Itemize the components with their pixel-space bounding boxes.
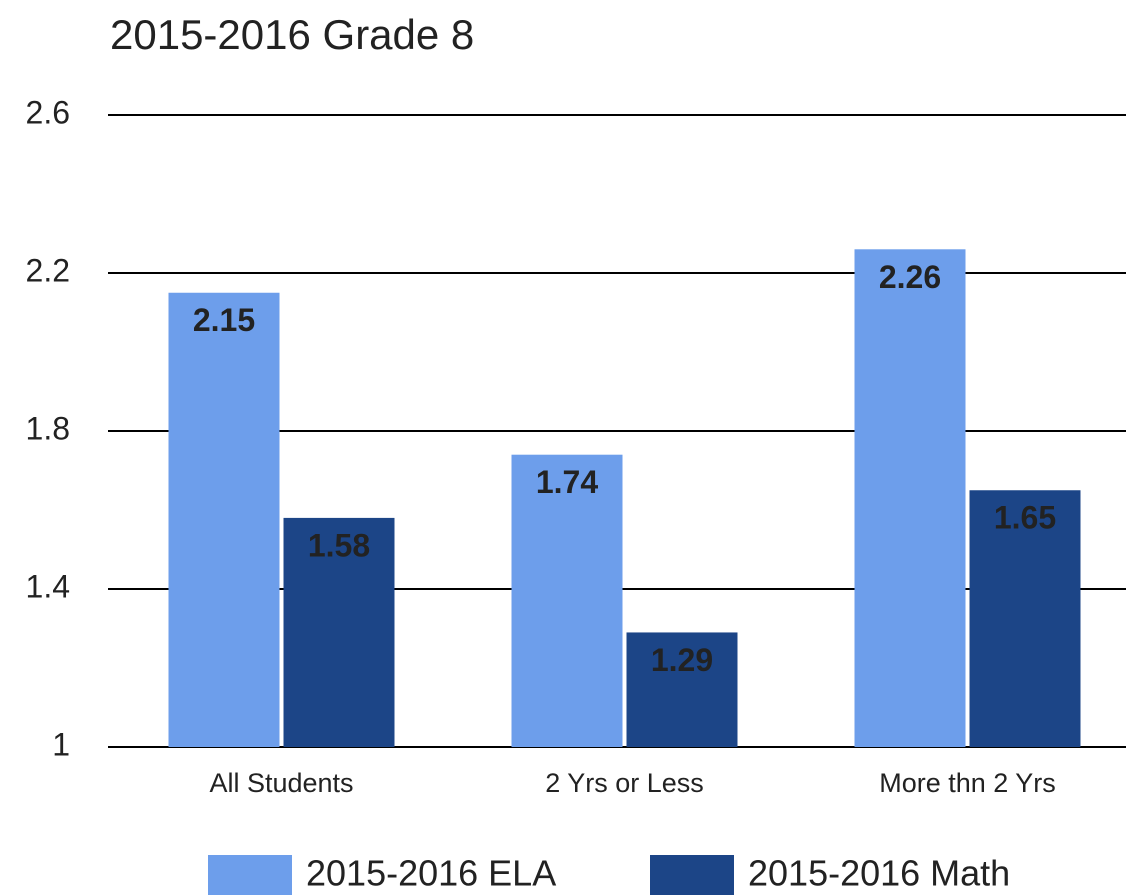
value-label: 1.65	[994, 500, 1056, 536]
value-label: 2.15	[193, 302, 255, 338]
legend-label: 2015-2016 ELA	[306, 853, 556, 894]
bar	[511, 454, 623, 747]
value-label: 1.74	[536, 464, 598, 500]
bar	[283, 517, 395, 747]
bar	[969, 490, 1081, 747]
y-tick-label: 1	[52, 726, 70, 762]
bar	[854, 249, 966, 748]
value-label: 2.26	[879, 259, 941, 295]
x-tick-label: More thn 2 Yrs	[879, 768, 1056, 798]
x-tick-label: All Students	[209, 768, 353, 798]
legend-label: 2015-2016 Math	[748, 853, 1010, 894]
x-tick-label: 2 Yrs or Less	[545, 768, 704, 798]
chart-title: 2015-2016 Grade 8	[110, 11, 474, 58]
legend-swatch	[650, 855, 734, 895]
bar	[626, 632, 738, 747]
y-tick-label: 2.2	[26, 252, 70, 288]
y-tick-label: 2.6	[26, 94, 70, 130]
value-label: 1.58	[308, 527, 370, 563]
y-tick-label: 1.8	[26, 410, 70, 446]
y-tick-label: 1.4	[26, 568, 70, 604]
legend-swatch	[208, 855, 292, 895]
value-label: 1.29	[651, 642, 713, 678]
bar	[168, 292, 280, 747]
